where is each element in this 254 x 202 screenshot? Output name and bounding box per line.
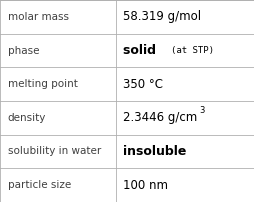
Text: density: density	[8, 113, 46, 123]
Text: solid: solid	[123, 44, 165, 57]
Text: 3: 3	[199, 106, 205, 115]
Text: 58.319 g/mol: 58.319 g/mol	[123, 10, 201, 23]
Text: particle size: particle size	[8, 180, 71, 190]
Text: (at STP): (at STP)	[171, 46, 214, 55]
Text: phase: phase	[8, 45, 39, 56]
Text: 350 °C: 350 °C	[123, 78, 163, 91]
Text: melting point: melting point	[8, 79, 77, 89]
Text: insoluble: insoluble	[123, 145, 187, 158]
Text: molar mass: molar mass	[8, 12, 69, 22]
Text: 2.3446 g/cm: 2.3446 g/cm	[123, 111, 197, 124]
Text: solubility in water: solubility in water	[8, 146, 101, 157]
Text: 100 nm: 100 nm	[123, 179, 168, 192]
